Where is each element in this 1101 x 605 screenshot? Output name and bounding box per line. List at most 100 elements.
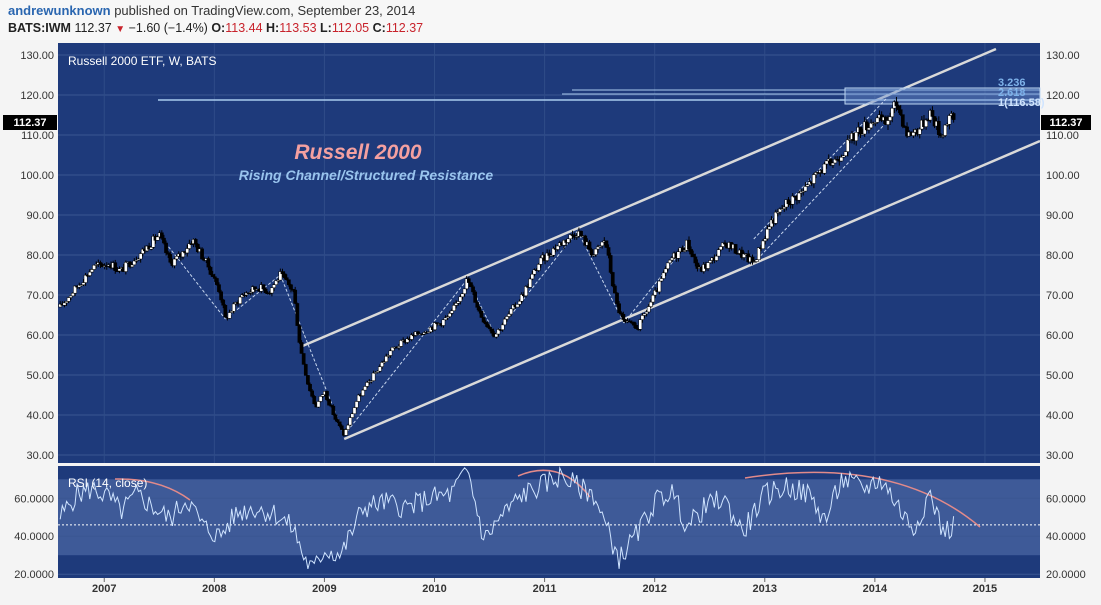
candle-body	[87, 271, 92, 276]
candle-body	[348, 417, 353, 426]
candle-body	[159, 232, 164, 239]
candle-body	[354, 401, 359, 408]
candle-body	[479, 311, 484, 318]
candle-body	[426, 331, 431, 334]
candle-body	[193, 239, 198, 245]
candle-body	[570, 234, 575, 236]
candle-body	[344, 429, 348, 436]
candle-body	[945, 124, 950, 126]
rsi-tick-label: 40.0000	[1046, 531, 1086, 543]
candle-body	[329, 404, 334, 407]
candle-body	[659, 278, 664, 282]
price-tick-label: 110.00	[21, 130, 54, 142]
candle-body	[596, 246, 600, 250]
price-tick-label: 60.00	[26, 330, 54, 342]
price-tick-label: 110.00	[1046, 130, 1079, 142]
price-pane[interactable]: 3.236 2.618 1(116.58) Russell 2000 ETF, …	[3, 43, 1091, 463]
candle-body	[172, 258, 177, 266]
candle-body	[380, 362, 384, 367]
chart-area[interactable]: 3.236 2.618 1(116.58) Russell 2000 ETF, …	[0, 40, 1101, 605]
candle-body	[761, 240, 765, 249]
candle-body	[325, 391, 329, 400]
symbol-label[interactable]: BATS:IWM	[8, 21, 71, 35]
candle-body	[128, 261, 132, 268]
candle-body	[219, 291, 223, 301]
candle-body	[164, 242, 168, 253]
candle-body	[547, 252, 552, 256]
candle-body	[579, 230, 583, 237]
candle-body	[587, 241, 592, 250]
channel-line	[299, 47, 997, 349]
price-tick-label: 30.00	[26, 450, 54, 462]
price-tick-label: 80.00	[1046, 250, 1074, 262]
candle-body	[77, 284, 82, 288]
candle-body	[490, 328, 494, 334]
candle-body	[824, 160, 829, 165]
candle-body	[356, 394, 361, 402]
rsi-axis-left: 20.0000 40.0000 60.0000	[14, 493, 54, 581]
candle-body	[689, 249, 693, 255]
candle-body	[303, 364, 308, 376]
candle-body	[843, 151, 848, 156]
rsi-pane[interactable]: RSI (14, close) 20.0000 40.0000 60.0000 20…	[14, 465, 1086, 581]
candle-body	[500, 324, 505, 330]
candle-body	[661, 272, 666, 279]
candle-body	[274, 280, 278, 285]
candle-body	[375, 370, 380, 373]
candle-body	[941, 135, 945, 137]
candle-body	[333, 414, 338, 420]
candle-body	[435, 322, 439, 325]
candle-body	[352, 407, 357, 415]
candle-body	[860, 133, 865, 136]
candle-body	[155, 236, 160, 241]
candle-body	[361, 389, 365, 396]
candle-body	[898, 109, 903, 115]
candle-body	[653, 290, 657, 296]
candle-body	[458, 296, 463, 302]
price-axis-right[interactable]: 30.00 40.00 50.00 60.00 70.00 80.00 90.00 100.0…	[1046, 50, 1080, 462]
candle-body	[627, 320, 632, 323]
candle-body	[280, 271, 285, 275]
candle-body	[79, 284, 84, 287]
candle-body	[936, 121, 941, 135]
candle-body	[765, 228, 770, 240]
candle-body	[566, 238, 571, 243]
candle-body	[308, 383, 312, 392]
high-value: 113.53	[279, 21, 317, 35]
price-tick-label: 80.00	[26, 250, 54, 262]
rsi-pane-label: RSI (14, close)	[68, 476, 147, 490]
rsi-tick-label: 20.0000	[14, 569, 54, 581]
candle-body	[306, 375, 310, 385]
candle-body	[94, 264, 99, 266]
candle-body	[835, 159, 840, 161]
candle-body	[778, 208, 782, 213]
candle-body	[682, 250, 687, 252]
price-tick-label: 100.00	[1046, 170, 1080, 182]
author-name[interactable]: andrewunknown	[8, 3, 111, 18]
candle-body	[549, 254, 554, 257]
rsi-axis-right[interactable]: 20.0000 40.0000 60.0000	[1046, 493, 1086, 581]
candle-body	[295, 303, 300, 326]
candle-body	[384, 355, 389, 362]
time-axis[interactable]: 2007 2008 2009 2010 2011 2012 2013 2014 2015	[58, 578, 1040, 598]
pattern-dashed-line	[343, 278, 468, 436]
time-tick-label: 2012	[642, 583, 666, 595]
price-candles	[58, 96, 956, 437]
candle-body	[583, 235, 588, 246]
candle-body	[456, 301, 461, 304]
candle-body	[267, 292, 272, 295]
candle-body	[90, 269, 94, 273]
candle-body	[930, 110, 935, 117]
candle-body	[833, 159, 837, 164]
candle-body	[452, 305, 456, 312]
candle-body	[369, 380, 374, 382]
candle-body	[174, 256, 179, 260]
candle-body	[869, 122, 873, 129]
candle-body	[640, 315, 645, 320]
candle-body	[200, 248, 204, 260]
candle-body	[905, 126, 909, 137]
candle-body	[286, 279, 291, 285]
pattern-dashed-line	[279, 274, 345, 436]
last-price-badge-right-text: 112.37	[1049, 117, 1082, 129]
candle-body	[816, 172, 820, 174]
